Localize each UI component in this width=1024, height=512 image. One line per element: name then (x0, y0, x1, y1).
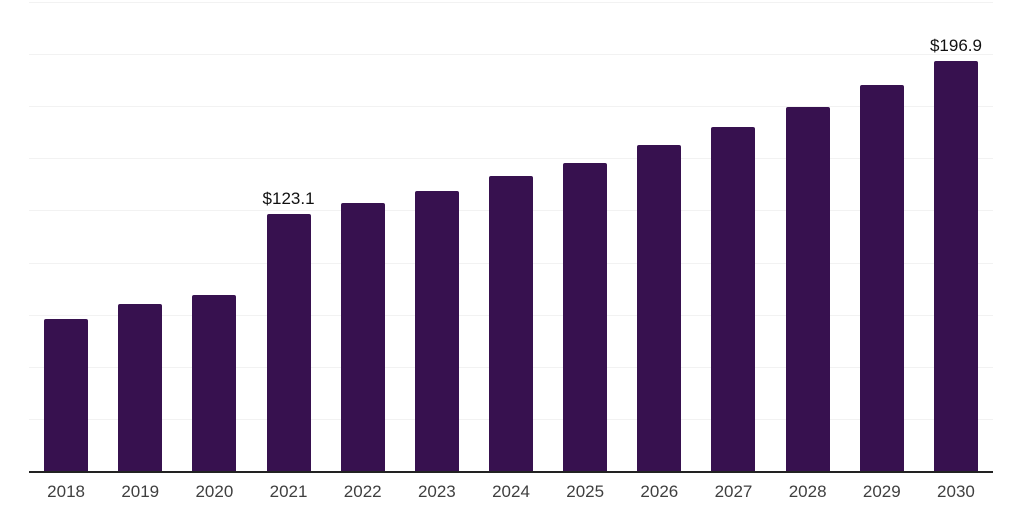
bar-2018 (44, 318, 89, 471)
x-tick-label-2019: 2019 (121, 482, 160, 501)
bar-2027 (711, 126, 756, 471)
gridline (29, 2, 993, 3)
bar-slot-2018 (29, 2, 103, 471)
bar-2020 (192, 294, 237, 471)
x-tick-label-2018: 2018 (47, 482, 85, 501)
bar-slot-2022 (326, 2, 400, 471)
x-tick-label-2025: 2025 (566, 482, 605, 501)
bar-slot-2023 (400, 2, 474, 471)
bar-2023 (414, 191, 459, 471)
bar-2030 (933, 60, 978, 471)
bar-2024 (489, 176, 534, 471)
bar-slot-2021: $123.1 (251, 2, 325, 471)
data-label-2021: $123.1 (262, 189, 315, 209)
bar-2029 (859, 84, 904, 471)
plot-area: $123.1 $196.9 (29, 2, 993, 473)
x-tick-label-2022: 2022 (343, 482, 382, 501)
bar-slot-2025 (548, 2, 622, 471)
x-axis-labels: 2018 2019 2020 2021 2022 2023 2024 2025 2026 2027… (29, 483, 993, 500)
x-tick-label-2029: 2029 (862, 482, 901, 501)
gridline (29, 54, 993, 56)
x-tick-label-2021: 2021 (269, 482, 308, 501)
x-tick-label-2030: 2030 (937, 482, 975, 501)
gridline (29, 106, 993, 108)
bar-2021 (266, 214, 311, 471)
bar-slot-2027 (696, 2, 770, 471)
x-tick-label-2023: 2023 (417, 482, 456, 501)
bar-2025 (563, 162, 608, 471)
bars: $123.1 $196.9 (29, 2, 993, 471)
bar-slot-2030: $196.9 (919, 2, 993, 471)
gridline (29, 158, 993, 160)
bar-slot-2024 (474, 2, 548, 471)
bar-slot-2026 (622, 2, 696, 471)
bar-2019 (118, 303, 163, 471)
bar-slot-2029 (845, 2, 919, 471)
x-tick-label-2024: 2024 (492, 482, 530, 501)
bar-slot-2028 (771, 2, 845, 471)
bar-2026 (637, 144, 682, 471)
bar-slot-2019 (103, 2, 177, 471)
x-tick-label-2027: 2027 (714, 482, 753, 501)
data-label-2030: $196.9 (929, 35, 982, 55)
bar-2028 (785, 106, 830, 471)
x-tick-label-2028: 2028 (788, 482, 827, 501)
x-tick-label-2026: 2026 (640, 482, 679, 501)
bar-slot-2020 (177, 2, 251, 471)
bar-2022 (340, 203, 385, 471)
x-tick-label-2020: 2020 (195, 482, 234, 501)
